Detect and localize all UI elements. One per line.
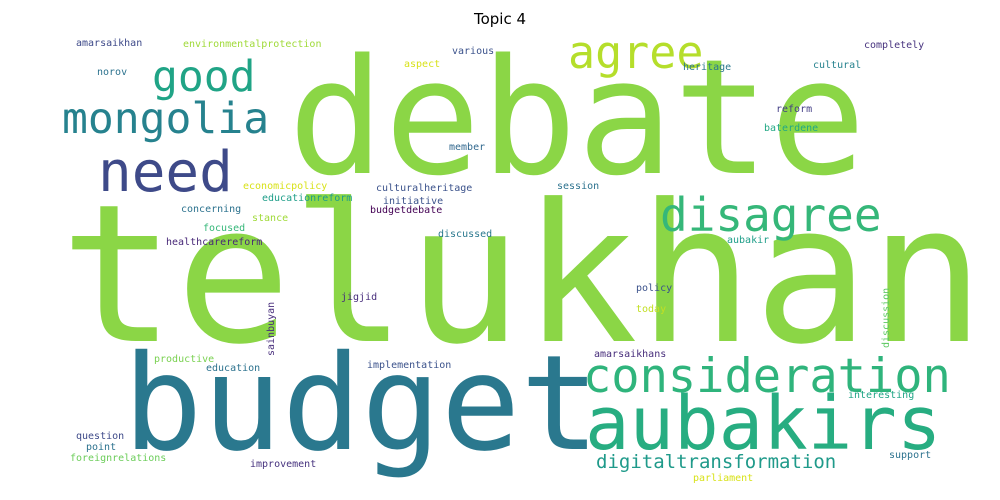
word: baterdene [764,123,819,134]
word: session [557,181,600,192]
word: implementation [367,360,452,371]
word: member [449,142,486,153]
word: completely [864,40,925,51]
word: policy [636,283,673,294]
word: budgetdebate [370,205,443,216]
word: economicpolicy [243,181,328,192]
word: productive [154,354,215,365]
word: healthcarereform [166,237,263,248]
word: educationreform [262,193,353,204]
word: aubakirs [585,381,942,467]
word: telukhan [60,164,985,387]
word: education [206,363,261,374]
word: agree [568,26,704,79]
word: aubakir [727,235,770,246]
word: sainbuyan [266,301,277,356]
word: stance [252,213,289,224]
word: budget [123,327,600,481]
word: need [98,140,233,205]
word: parliament [693,473,754,484]
word: support [889,450,932,461]
word: point [86,442,117,453]
word: amarsaikhans [594,349,667,360]
word: interesting [848,390,915,401]
word: good [152,52,256,102]
word: digitaltransformation [596,451,837,473]
word: consideration [583,349,951,404]
word: concerning [181,204,242,215]
word: heritage [683,62,732,73]
word: initiative [383,196,444,207]
word: reform [776,104,813,115]
word: norov [97,67,128,78]
word: environmentalprotection [183,39,322,50]
word: various [452,46,495,57]
word: debate [288,24,866,211]
word: aspect [404,59,441,70]
chart-title: Topic 4 [473,10,527,28]
word: discussed [438,229,493,240]
word: focused [203,223,246,234]
word: mongolia [62,94,270,144]
word: discussion [881,287,892,348]
word: disagree [660,188,882,242]
word: foreignrelations [70,453,167,464]
word: amarsaikhan [76,38,143,49]
word: improvement [250,459,317,470]
word: cultural [813,60,862,71]
word: today [636,304,667,315]
word: culturalheritage [376,183,473,194]
word: question [76,431,125,442]
word: jigjid [341,292,378,303]
